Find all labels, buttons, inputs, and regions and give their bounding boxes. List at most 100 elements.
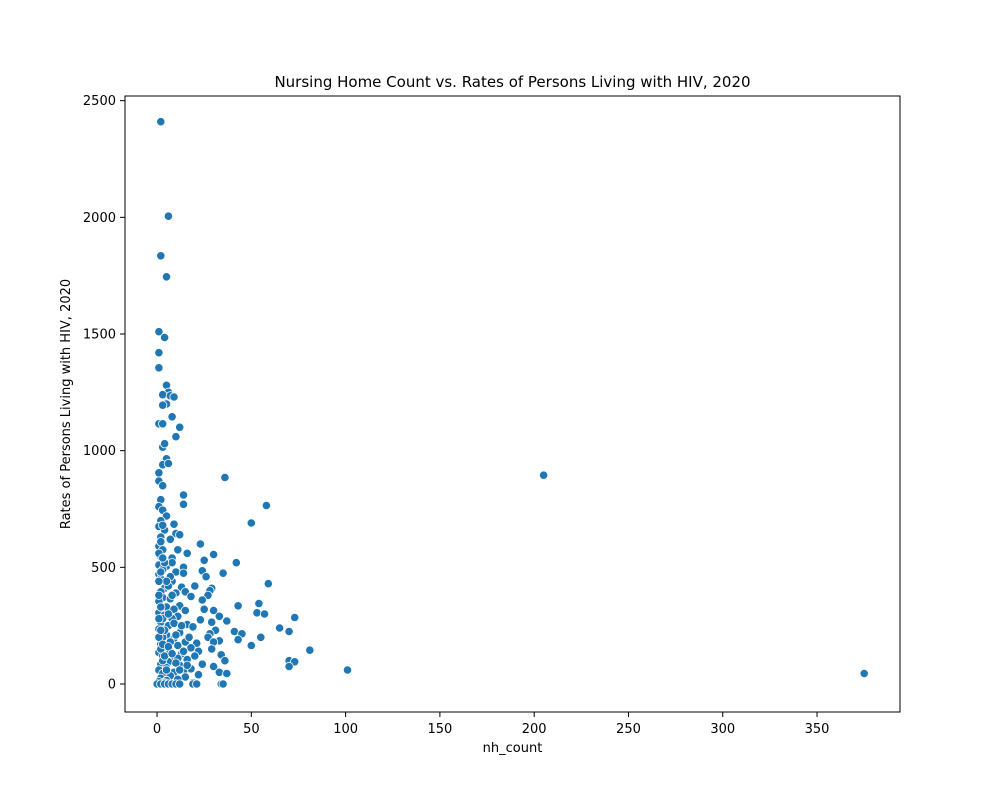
data-point — [161, 272, 172, 282]
data-point — [254, 598, 264, 609]
data-point — [182, 548, 192, 558]
data-point — [156, 117, 166, 127]
data-point — [167, 412, 177, 422]
data-point — [156, 251, 166, 261]
data-point — [246, 640, 256, 651]
data-point — [161, 576, 172, 586]
data-point — [259, 609, 270, 619]
x-tick-label: 50 — [243, 722, 260, 737]
data-point — [163, 642, 173, 652]
data-point — [158, 390, 168, 400]
data-point — [158, 419, 168, 429]
data-point — [154, 363, 164, 373]
data-point — [201, 572, 211, 582]
data-point — [169, 519, 179, 529]
y-tick-label: 1000 — [83, 444, 116, 459]
data-point — [154, 590, 164, 600]
data-point — [158, 520, 168, 530]
chart-title: Nursing Home Count vs. Rates of Persons … — [274, 73, 750, 91]
x-axis: 0 50 100 150 200 250 300 350 — [153, 712, 830, 737]
x-tick-label: 200 — [522, 722, 547, 737]
data-point — [158, 400, 168, 410]
data-point — [154, 576, 164, 586]
data-point — [161, 665, 172, 675]
data-point — [178, 646, 189, 656]
data-point — [163, 609, 173, 619]
data-point — [173, 545, 183, 555]
x-tick-label: 100 — [333, 722, 358, 737]
data-point — [190, 581, 200, 591]
data-point — [154, 348, 164, 358]
data-point — [252, 608, 262, 618]
data-point — [305, 645, 315, 655]
data-point — [167, 649, 177, 659]
data-point — [154, 614, 164, 624]
x-tick-label: 350 — [805, 722, 830, 737]
data-point — [175, 530, 185, 540]
data-point — [154, 327, 164, 337]
data-point — [209, 661, 219, 672]
data-point — [195, 615, 205, 625]
data-point — [214, 611, 224, 621]
data-point — [171, 432, 181, 442]
data-point — [229, 626, 239, 637]
data-point — [163, 211, 173, 221]
data-point — [274, 623, 285, 633]
data-point — [158, 481, 168, 491]
data-point — [171, 658, 181, 668]
data-point — [173, 640, 183, 651]
data-point — [186, 643, 196, 653]
data-point — [178, 490, 189, 500]
data-point — [160, 651, 170, 661]
data-point — [284, 661, 294, 672]
data-point — [182, 660, 192, 670]
data-point — [171, 630, 181, 640]
data-point — [256, 632, 266, 642]
points-layer — [152, 117, 869, 689]
data-point — [261, 500, 271, 511]
data-point — [342, 665, 353, 675]
x-tick-label: 300 — [710, 722, 735, 737]
y-tick-label: 1500 — [83, 328, 116, 343]
data-point — [175, 679, 185, 689]
data-point — [231, 558, 241, 568]
data-point — [165, 534, 175, 544]
data-point — [160, 439, 170, 449]
data-point — [195, 539, 205, 549]
data-point — [218, 679, 228, 689]
data-point — [184, 632, 194, 642]
data-point — [197, 595, 207, 605]
data-point — [156, 625, 166, 635]
y-tick-label: 500 — [91, 561, 116, 576]
y-tick-label: 0 — [108, 678, 116, 693]
data-point — [222, 668, 232, 679]
data-point — [193, 670, 204, 680]
data-point — [222, 616, 232, 626]
data-point — [158, 553, 168, 563]
data-point — [197, 659, 207, 669]
data-point — [180, 605, 190, 616]
x-tick-label: 0 — [153, 722, 161, 737]
data-point — [167, 590, 177, 600]
data-point — [207, 644, 217, 654]
data-point — [218, 568, 228, 578]
data-point — [220, 472, 230, 483]
data-point — [220, 656, 230, 666]
y-tick-label: 2000 — [83, 211, 116, 226]
data-point — [169, 618, 179, 628]
x-tick-label: 150 — [427, 722, 452, 737]
data-point — [154, 468, 164, 478]
data-point — [175, 665, 185, 675]
data-point — [180, 672, 190, 682]
data-point — [156, 537, 166, 547]
data-point — [284, 626, 294, 637]
y-axis-label: Rates of Persons Living with HIV, 2020 — [59, 279, 74, 529]
data-point — [538, 470, 549, 480]
data-point — [209, 549, 219, 560]
x-tick-label: 250 — [616, 722, 641, 737]
data-point — [199, 555, 209, 565]
data-point — [263, 579, 273, 589]
y-axis: 0 500 1000 1500 2000 2500 — [83, 94, 125, 693]
data-point — [246, 518, 256, 528]
data-point — [207, 617, 217, 627]
